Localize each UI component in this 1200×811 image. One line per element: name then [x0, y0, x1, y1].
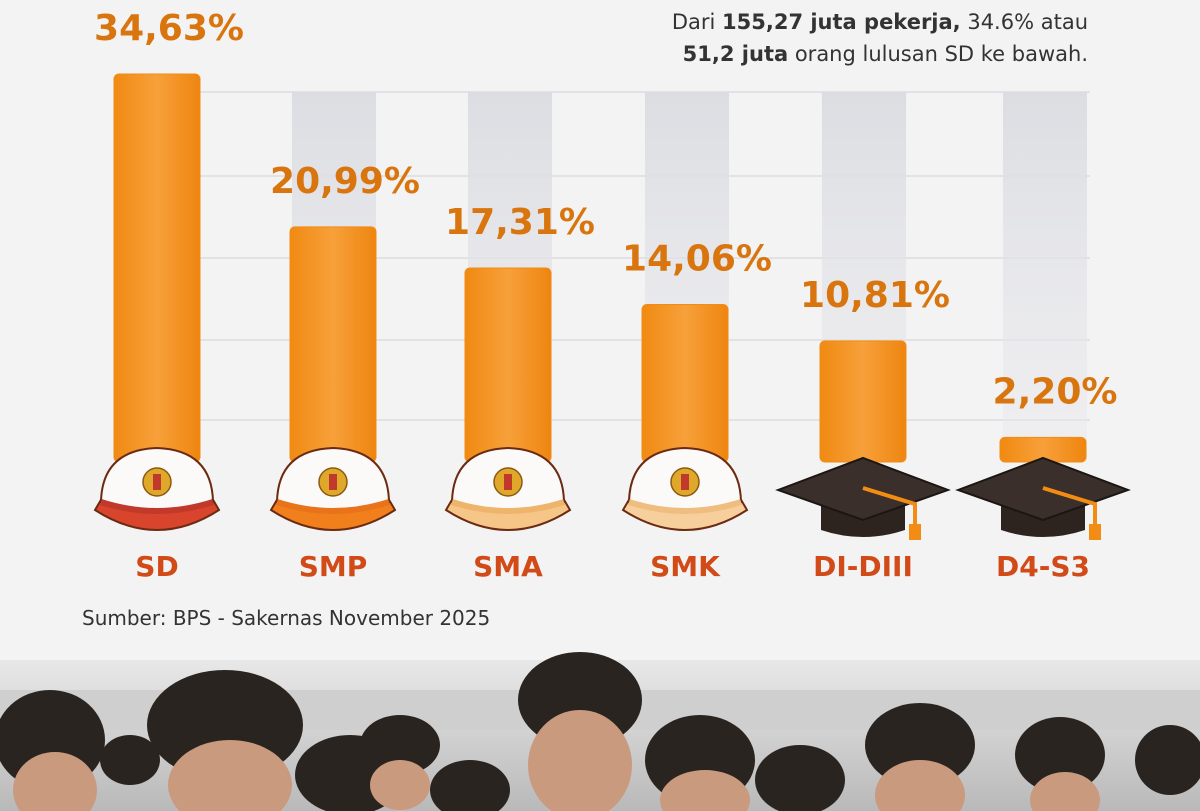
bars: 34,63% SD 20,99% SMP 17,31% SMA 14,06% SMK 10,81…: [93, 8, 1131, 583]
emblem-center: [329, 474, 337, 490]
value-label: 2,20%: [993, 371, 1118, 412]
value-label: 14,06%: [622, 238, 772, 279]
value-label: 34,63%: [94, 8, 244, 49]
category-label: SMK: [650, 550, 721, 583]
tassel-end: [1089, 524, 1101, 540]
bar: [464, 267, 552, 463]
value-label: 17,31%: [445, 202, 595, 243]
tassel-end: [909, 524, 921, 540]
bar: [819, 340, 907, 463]
icon: [775, 456, 951, 540]
intro-part: Dari: [671, 10, 723, 34]
category-label: D4-S3: [996, 550, 1090, 583]
hat-band: [451, 499, 565, 514]
hat-band: [100, 499, 214, 514]
intro-part: orang lulusan SD ke bawah.: [788, 42, 1088, 66]
icon: [444, 446, 572, 531]
icon: [269, 446, 397, 531]
value-label: 10,81%: [800, 275, 950, 316]
intro-line: 51,2 juta orang lulusan SD ke bawah.: [672, 38, 1088, 70]
bar: [289, 226, 377, 463]
hat-band: [628, 499, 742, 514]
intro-part: 155,27 juta pekerja,: [722, 10, 961, 34]
hat-band: [276, 499, 390, 514]
intro-text: Dari 155,27 juta pekerja, 34.6% atau 51,2…: [672, 6, 1088, 70]
value-label: 20,99%: [270, 161, 420, 202]
emblem-center: [681, 474, 689, 490]
category-label: SMP: [299, 550, 368, 583]
emblem-center: [153, 474, 161, 490]
intro-line: Dari 155,27 juta pekerja, 34.6% atau: [672, 6, 1088, 38]
source: Sumber: BPS - Sakernas November 2025: [82, 606, 491, 630]
bar: [113, 73, 201, 463]
intro-part: 34.6% atau: [960, 10, 1088, 34]
intro-part: 51,2 juta: [682, 42, 789, 66]
category-label: SD: [135, 550, 178, 583]
category-label: DI-DIII: [813, 550, 913, 583]
icon: [955, 456, 1131, 540]
emblem-center: [504, 474, 512, 490]
category-label: SMA: [473, 550, 543, 583]
icon: [621, 446, 749, 531]
bar: [641, 303, 729, 463]
crowd-photo: [0, 652, 1200, 811]
icon: [93, 446, 221, 531]
